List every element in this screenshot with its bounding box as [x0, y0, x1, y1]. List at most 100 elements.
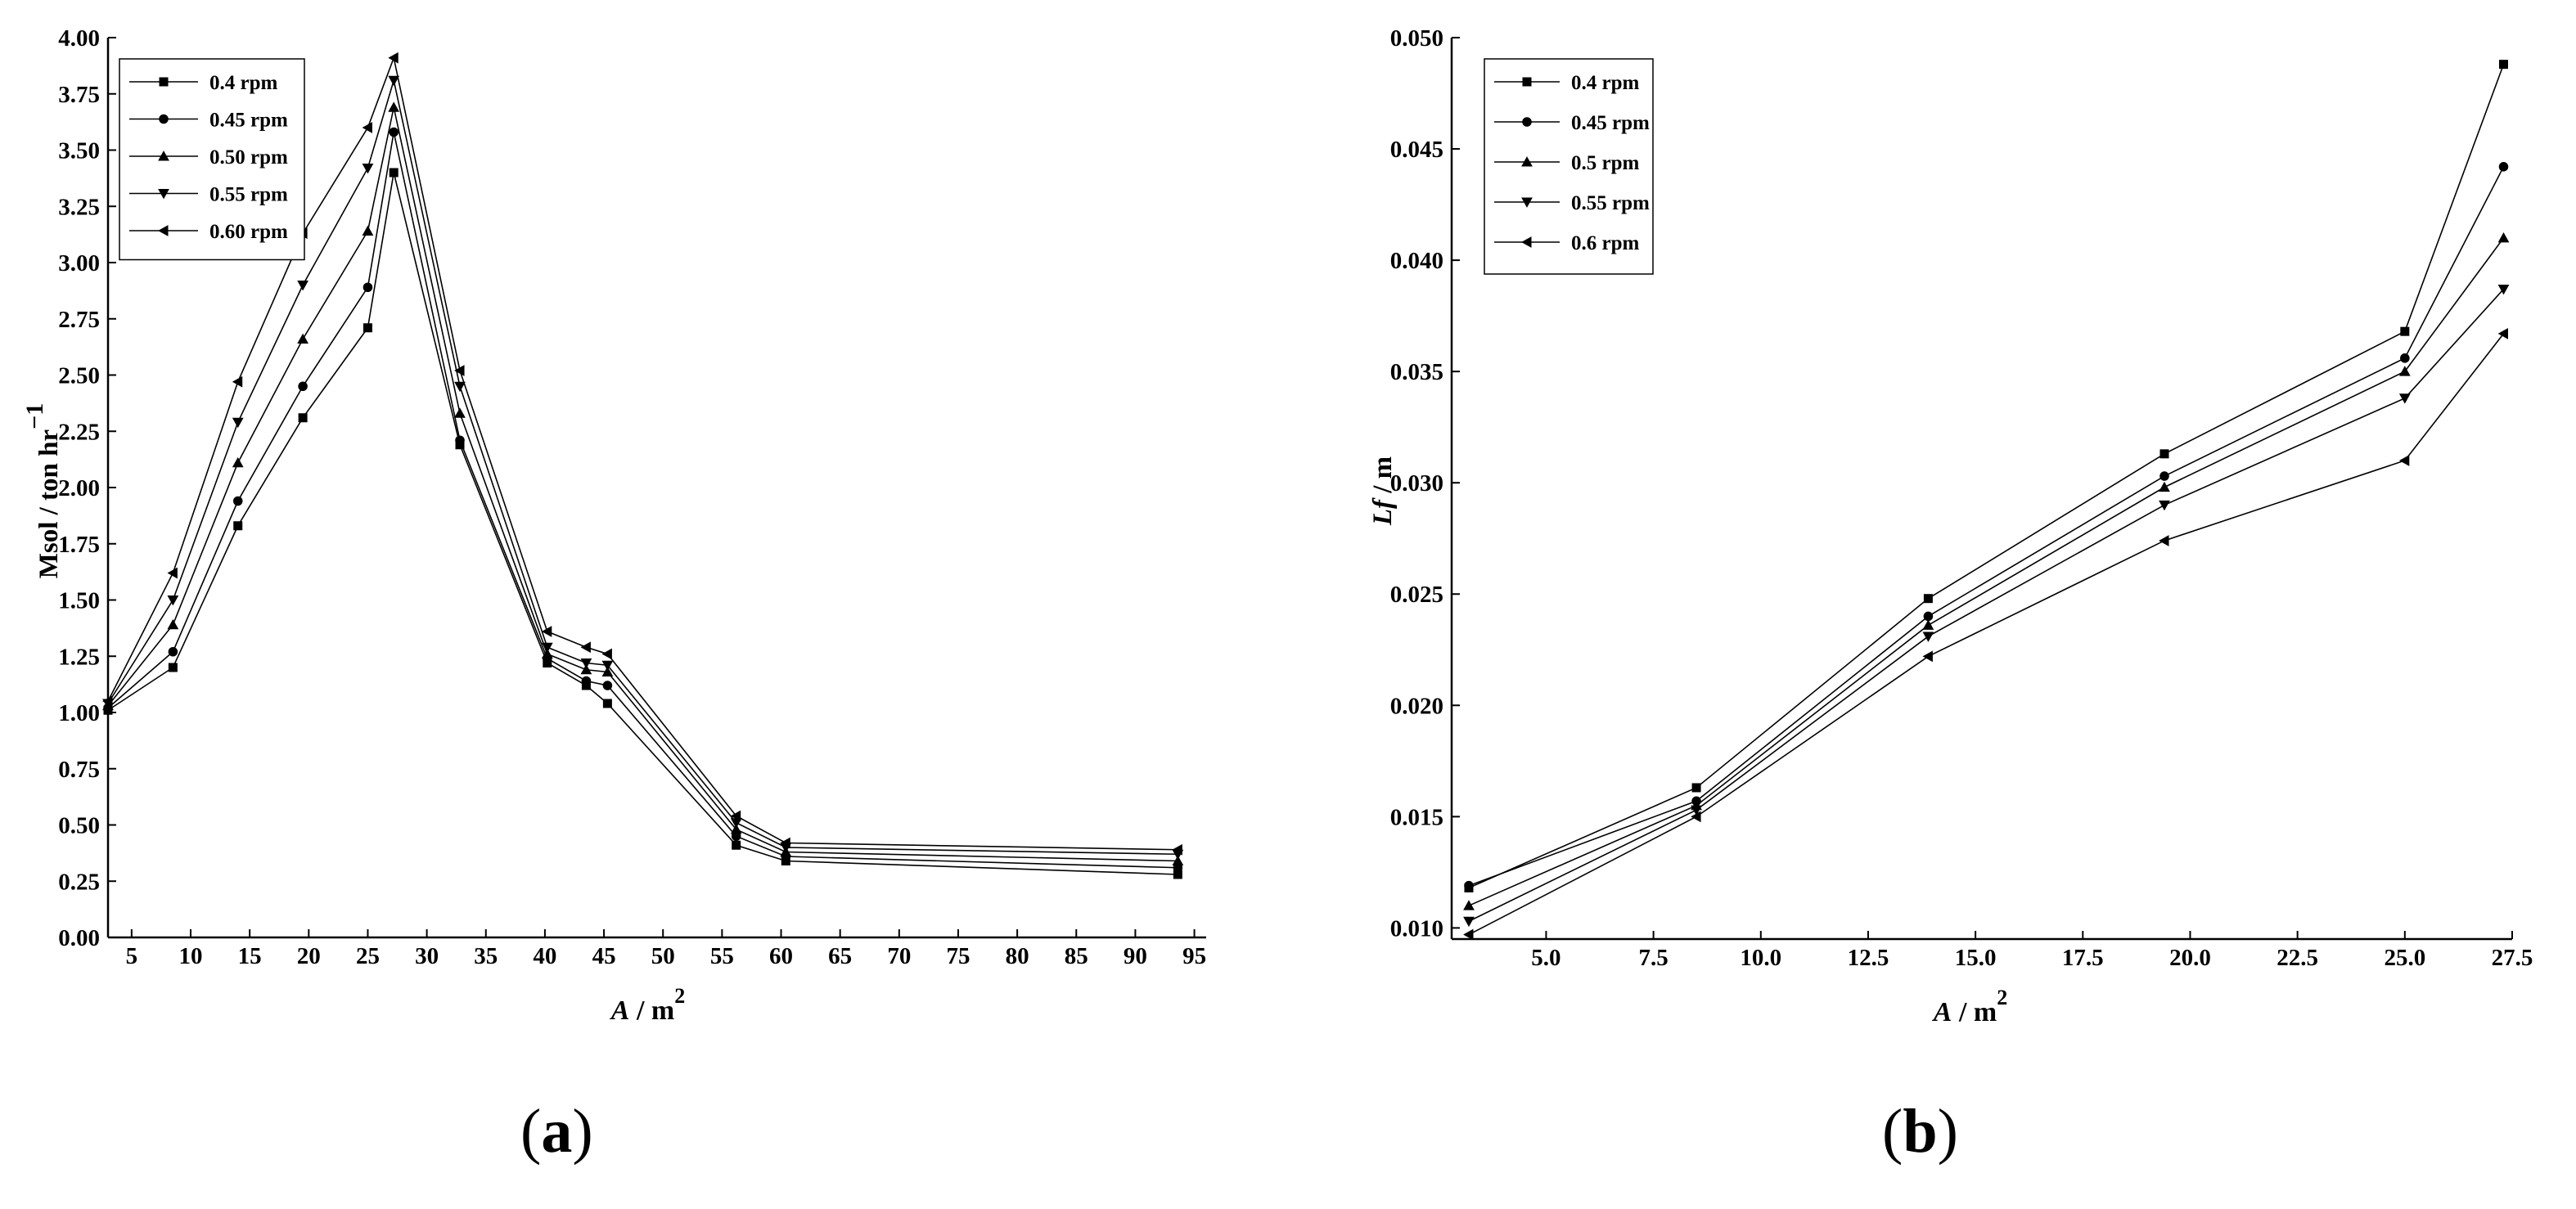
- a-y-tick-label: 1.75: [58, 532, 100, 558]
- b-x-tick-label: 22.5: [2277, 945, 2318, 971]
- b-x-axis-label-sup: 2: [1997, 986, 2007, 1009]
- a-legend-marker: [158, 189, 169, 200]
- b-y-tick-label: 0.015: [1390, 804, 1443, 830]
- b-data-point: [2398, 393, 2411, 404]
- b-data-point: [2159, 500, 2170, 511]
- a-legend-label: 0.4 rpm: [209, 72, 278, 94]
- a-data-point: [580, 663, 592, 675]
- b-legend-marker: [1522, 117, 1532, 127]
- a-data-point: [297, 333, 308, 344]
- b-legend-label: 0.4 rpm: [1571, 72, 1640, 94]
- panel-b: 0.010 0.015 0.020 0.025 0.030 0.035 0.040 0.045…: [1288, 0, 2576, 1209]
- a-x-tick-label: 40: [533, 943, 556, 969]
- b-data-point: [2400, 353, 2410, 363]
- a-data-point: [232, 496, 243, 506]
- chart-a: 0.00 0.25 0.50 0.75 1.00 1.25 1.50 1.75 2.00 2.25…: [21, 25, 1206, 1026]
- a-y-axis-label-main: Msol / ton hr: [34, 429, 64, 578]
- caption-a-close: ): [572, 1097, 593, 1166]
- a-legend-label: 0.60 rpm: [209, 221, 288, 243]
- caption-b: (b): [1882, 1096, 1958, 1167]
- a-data-point: [388, 101, 400, 112]
- b-y-tick-label: 0.010: [1390, 915, 1443, 942]
- a-y-tick-label: 0.75: [58, 757, 100, 783]
- caption-a-open: (: [520, 1097, 542, 1166]
- a-x-tick-label: 10: [179, 943, 203, 969]
- a-x-tick-label: 75: [946, 943, 970, 969]
- a-y-tick-label: 0.00: [58, 925, 100, 951]
- a-data-point: [454, 365, 465, 376]
- a-data-point: [455, 435, 465, 446]
- a-y-tick-label: 0.25: [58, 869, 100, 895]
- b-y-tick-label: 0.040: [1390, 248, 1443, 274]
- b-data-point: [1922, 650, 1933, 663]
- a-series-line: [107, 172, 1178, 875]
- b-legend-box: [1484, 58, 1654, 275]
- a-y-tick-label: 2.50: [58, 363, 100, 389]
- a-data-point: [454, 407, 466, 418]
- a-x-axis-label-unit: / m: [629, 996, 674, 1026]
- b-x-tick-label: 20.0: [2169, 945, 2211, 971]
- a-data-point: [1173, 870, 1182, 879]
- a-data-point: [168, 646, 178, 657]
- b-x-axis-label: A / m2: [1932, 986, 2007, 1027]
- a-data-point: [362, 122, 372, 133]
- a-y-tick-label: 3.25: [58, 194, 100, 220]
- a-x-tick-label: 65: [828, 943, 852, 969]
- a-data-point: [602, 699, 612, 708]
- a-x-tick-label: 35: [474, 943, 498, 969]
- caption-b-close: ): [1937, 1097, 1958, 1166]
- b-data-point: [1463, 900, 1475, 910]
- a-x-axis-label-sup: 2: [674, 984, 685, 1008]
- b-y-tick-label: 0.035: [1390, 359, 1443, 385]
- b-x-axis-label-unit: / m: [1952, 997, 1997, 1027]
- a-y-tick-label: 2.75: [58, 307, 100, 333]
- b-data-point: [2497, 328, 2509, 339]
- a-data-point: [362, 225, 374, 236]
- b-legend: 0.4 rpm 0.45 rpm 0.5 rpm 0.55 rpm 0.6 rpm: [1484, 58, 1654, 275]
- b-x-tick-label: 27.5: [2492, 945, 2533, 971]
- b-data-point: [1463, 916, 1475, 928]
- b-legend-label: 0.5 rpm: [1571, 152, 1640, 174]
- b-series-line: [1468, 166, 2505, 887]
- a-x-axis-label: A / m2: [610, 984, 685, 1026]
- b-x-tick-label: 5.0: [1531, 945, 1560, 971]
- a-data-point: [580, 641, 591, 654]
- b-x-axis-label-main: A: [1932, 997, 1952, 1027]
- a-data-point: [780, 837, 790, 849]
- b-data-point: [1922, 619, 1934, 630]
- b-series-4: [1463, 284, 2510, 928]
- caption-b-open: (: [1882, 1097, 1903, 1166]
- b-legend-marker: [1521, 197, 1533, 208]
- a-data-point: [1172, 843, 1182, 856]
- a-x-tick-label: 85: [1065, 943, 1088, 969]
- b-x-tick-label: 7.5: [1638, 945, 1668, 971]
- a-x-axis-label-main: A: [610, 996, 630, 1026]
- a-y-axis-label-sup: −1: [21, 403, 48, 429]
- b-data-point: [2497, 284, 2510, 295]
- panel-a: 0.00 0.25 0.50 0.75 1.00 1.25 1.50 1.75 2.00 2.25…: [21, 25, 1206, 1166]
- b-series-line: [1468, 333, 2505, 936]
- b-y-tick-label: 0.020: [1390, 693, 1443, 719]
- a-x-tick-label: 90: [1124, 943, 1147, 969]
- b-y-axis-label-main: Lf: [1368, 497, 1398, 526]
- b-y-axis-label: Lf / m: [1368, 456, 1398, 526]
- a-data-point: [389, 127, 399, 137]
- a-data-point: [730, 818, 742, 829]
- a-data-point: [363, 282, 373, 293]
- b-y-tick-label: 0.050: [1390, 25, 1443, 52]
- a-data-point: [167, 567, 178, 579]
- b-data-point: [1463, 928, 1474, 941]
- b-data-point: [2498, 162, 2509, 172]
- b-series-line: [1468, 237, 2505, 906]
- b-series-3: [1463, 232, 2510, 910]
- a-data-point: [297, 281, 308, 291]
- a-y-tick-label: 1.50: [58, 588, 100, 614]
- b-legend-label: 0.6 rpm: [1571, 232, 1640, 254]
- b-data-point: [2159, 481, 2170, 492]
- a-data-point: [363, 323, 372, 333]
- a-legend-marker: [158, 151, 169, 161]
- b-data-point: [2400, 326, 2410, 336]
- a-data-point: [233, 521, 243, 531]
- b-y-tick-label: 0.045: [1390, 137, 1443, 163]
- b-data-point: [1464, 880, 1474, 891]
